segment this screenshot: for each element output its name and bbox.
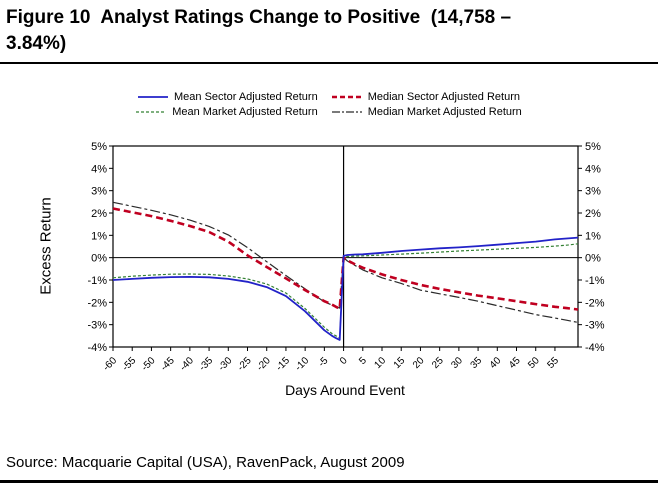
x-axis-tick-label: 15 <box>392 355 408 371</box>
series-line-median-sector-adjusted-return <box>112 207 579 311</box>
legend-item-median-sector-adjusted-return: Median Sector Adjusted Return <box>331 90 520 104</box>
x-axis-tick-label: -40 <box>178 355 196 373</box>
x-axis-tick-label: 45 <box>507 355 523 371</box>
legend-row-2: Mean Market Adjusted Return Median Market… <box>136 105 522 119</box>
y-axis-tick-label-left: 1% <box>91 230 107 242</box>
x-axis-tick-label: 50 <box>526 355 542 371</box>
x-axis-tick-label: -5 <box>316 355 330 369</box>
y-axis-tick-label-right: 1% <box>585 230 601 242</box>
legend-label: Median Market Adjusted Return <box>367 106 522 118</box>
series-line-median-market-adjusted-return <box>112 201 579 323</box>
x-axis-tick-label: -10 <box>293 355 311 373</box>
legend-item-mean-sector-adjusted-return: Mean Sector Adjusted Return <box>138 90 318 104</box>
source-note: Source: Macquarie Capital (USA), RavenPa… <box>0 450 658 483</box>
y-axis-tick-label-right: -2% <box>585 297 605 309</box>
x-axis-tick-label: -15 <box>274 355 292 373</box>
x-axis-tick-label: -45 <box>159 355 177 373</box>
x-axis-tick-label: 20 <box>411 355 427 371</box>
y-axis-tick-label-right: -3% <box>585 320 605 332</box>
legend-line-sample-icon <box>331 111 362 113</box>
legend-item-mean-market-adjusted-return: Mean Market Adjusted Return <box>136 105 318 119</box>
x-axis-tick-label: 10 <box>372 355 388 371</box>
x-axis-tick-label: -30 <box>216 355 234 373</box>
x-axis-tick-label: -35 <box>197 355 215 373</box>
x-axis-tick-label: -55 <box>120 355 138 373</box>
chart-legend: Mean Sector Adjusted Return Median Sector… <box>0 90 658 119</box>
y-axis-tick-label-left: 3% <box>91 186 107 198</box>
legend-line-sample-icon <box>136 111 167 113</box>
legend-label: Mean Sector Adjusted Return <box>174 91 318 103</box>
x-axis-tick-label: 30 <box>449 355 465 371</box>
y-axis-tick-label-left: -1% <box>87 275 107 287</box>
x-axis-tick-label: 0 <box>338 355 350 367</box>
x-axis-tick-label: -60 <box>101 355 119 373</box>
legend-label: Mean Market Adjusted Return <box>172 106 318 118</box>
y-axis-tick-label-right: 3% <box>585 186 601 198</box>
y-axis-tick-label-left: 2% <box>91 208 107 220</box>
y-axis-tick-label-right: 0% <box>585 253 601 265</box>
x-axis-tick-label: -20 <box>255 355 273 373</box>
x-axis-tick-label: -50 <box>140 355 158 373</box>
legend-line-sample-icon <box>138 96 169 98</box>
y-axis-tick-label-right: -1% <box>585 275 605 287</box>
figure-title: Figure 10 Analyst Ratings Change to Posi… <box>0 0 658 65</box>
series-line-mean-sector-adjusted-return <box>112 236 579 341</box>
y-axis-tick-label-left: 5% <box>91 141 107 153</box>
y-axis-tick-label-right: 2% <box>585 208 601 220</box>
y-axis-tick-label-right: -4% <box>585 342 605 354</box>
x-axis-tick-label: 5 <box>357 355 369 367</box>
y-axis-tick-label-left: 4% <box>91 163 107 175</box>
x-axis-tick-label: 35 <box>469 355 485 371</box>
x-axis-title: Days Around Event <box>285 382 405 398</box>
y-axis-tick-label-left: -3% <box>87 320 107 332</box>
series-line-mean-market-adjusted-return <box>112 243 579 339</box>
y-axis-tick-label-right: 4% <box>585 163 601 175</box>
legend-line-sample-icon <box>331 95 362 99</box>
figure-title-line2: 3.84%) <box>6 32 67 54</box>
x-axis-tick-label: 55 <box>545 355 561 371</box>
plot-frame <box>112 145 579 348</box>
x-axis-tick-label: 40 <box>488 355 504 371</box>
legend-item-median-market-adjusted-return: Median Market Adjusted Return <box>331 105 522 119</box>
y-axis-tick-label-right: 5% <box>585 141 601 153</box>
y-axis-title: Excess Return <box>37 197 55 295</box>
x-axis-tick-label: -25 <box>236 355 254 373</box>
y-axis-tick-label-left: -2% <box>87 297 107 309</box>
y-axis-tick-label-left: -4% <box>87 342 107 354</box>
legend-row-1: Mean Sector Adjusted Return Median Sector… <box>138 90 520 104</box>
legend-label: Median Sector Adjusted Return <box>367 91 520 103</box>
y-axis-tick-label-left: 0% <box>91 253 107 265</box>
x-axis-tick-label: 25 <box>430 355 446 371</box>
figure-title-line1: Figure 10 Analyst Ratings Change to Posi… <box>6 7 512 28</box>
